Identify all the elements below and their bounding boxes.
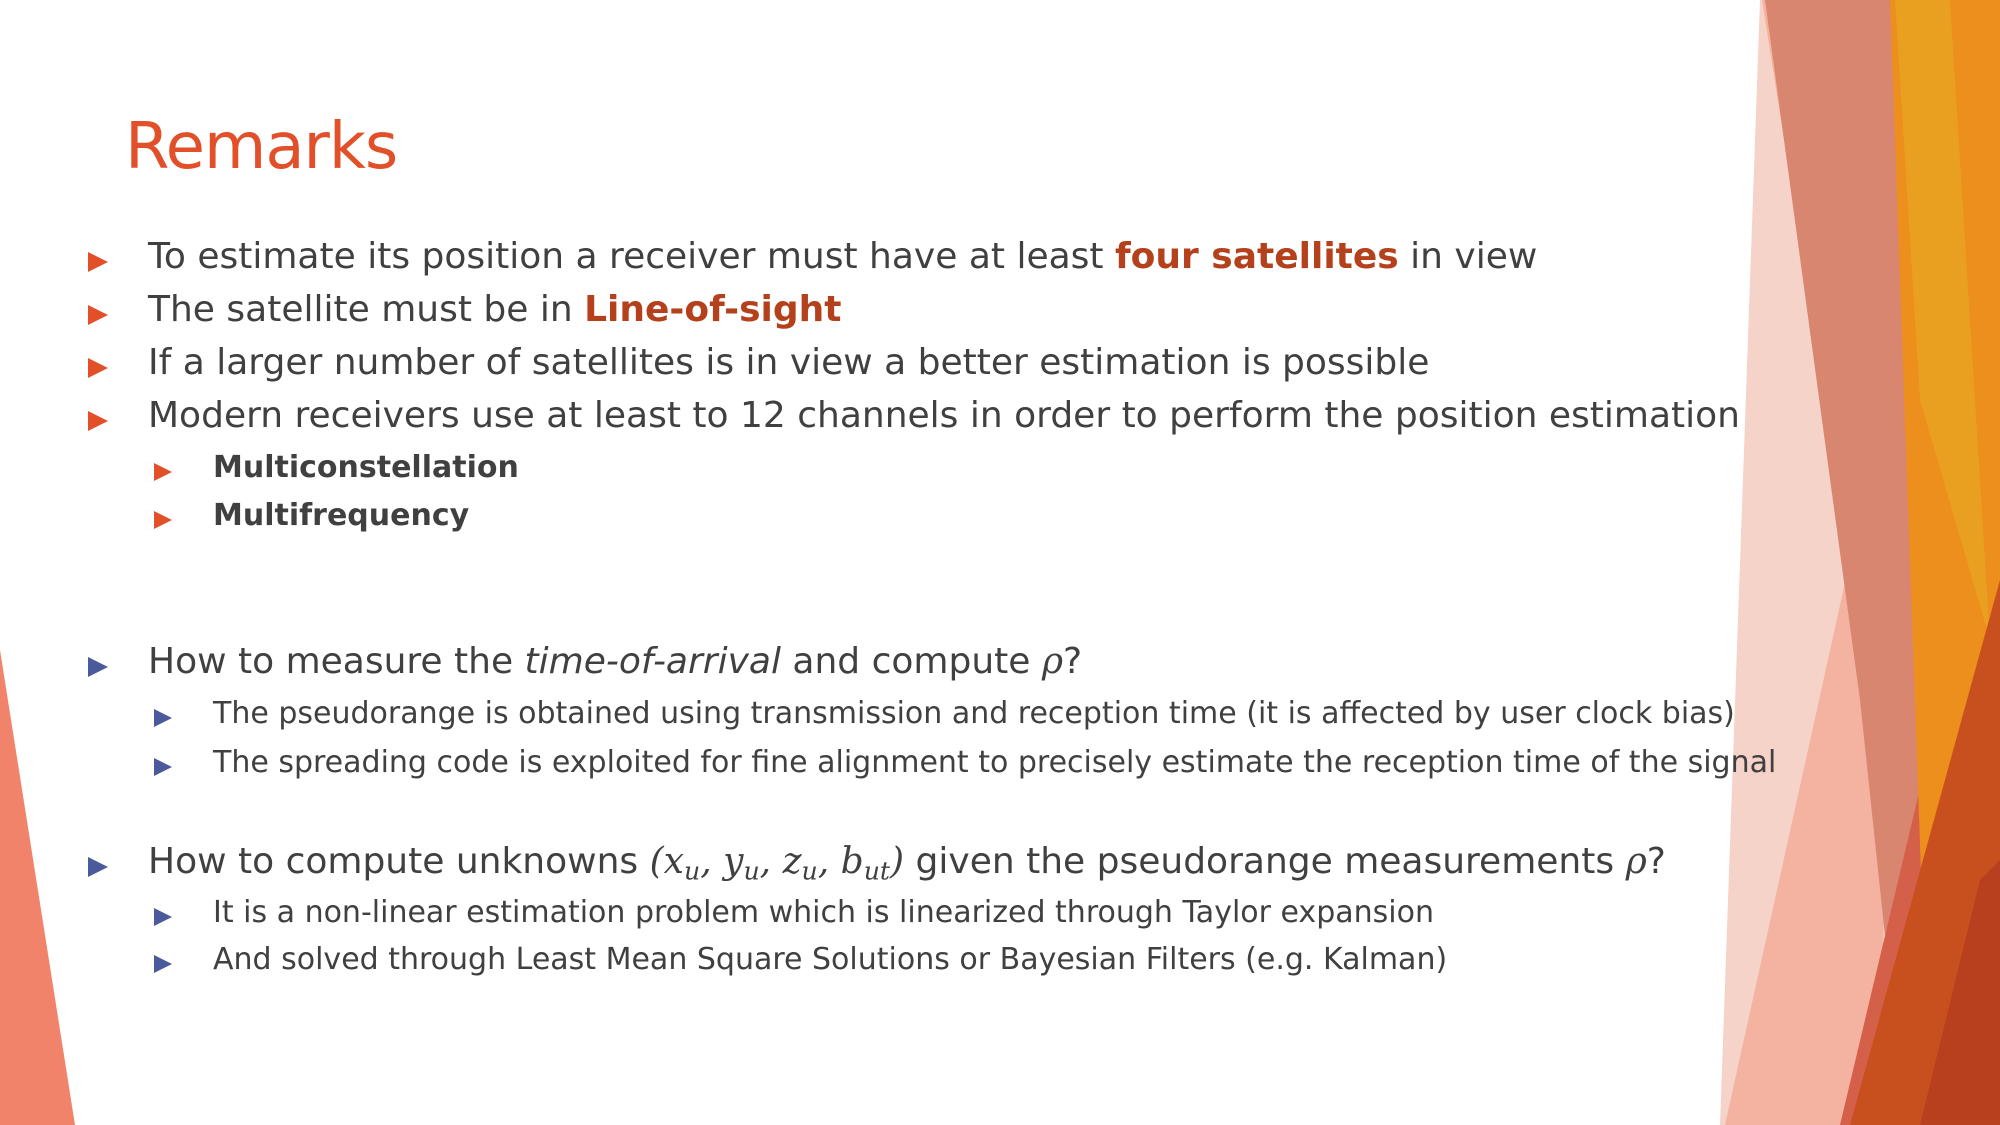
- sub-bullet-marker-icon: [154, 758, 172, 776]
- sub-bullet-multiconstellation: Multiconstellation: [213, 450, 519, 485]
- question-time-of-arrival: How to measure the time-of-arrival and c…: [148, 641, 1083, 682]
- bullet-line-of-sight: The satellite must be in Line-of-sight: [148, 289, 842, 330]
- sub-bullet-spreading-code: The spreading code is exploited for fine…: [213, 745, 1777, 780]
- rho-symbol: ρ: [1041, 641, 1064, 682]
- sub-bullet-marker-icon: [154, 709, 172, 727]
- bullet-four-satellites: To estimate its position a receiver must…: [148, 236, 1538, 277]
- bullet-marker-icon: [88, 657, 108, 677]
- bullet-modern-receivers: Modern receivers use at least to 12 chan…: [148, 395, 1740, 436]
- sub-bullet-marker-icon: [154, 463, 172, 481]
- rho-symbol: ρ: [1625, 841, 1647, 882]
- emphasis-time-of-arrival: time-of-arrival: [524, 641, 781, 682]
- bullet-marker-icon: [88, 305, 108, 325]
- bullet-marker-icon: [88, 358, 108, 378]
- sub-bullet-marker-icon: [154, 955, 172, 973]
- sub-bullet-marker-icon: [154, 511, 172, 529]
- unknowns-vector: (xu, yu, zu, but): [649, 841, 905, 886]
- right-shape-dark: [1920, 860, 2000, 1125]
- question-compute-unknowns: How to compute unknowns (xu, yu, zu, but…: [148, 841, 1666, 886]
- bullet-marker-icon: [88, 857, 108, 877]
- sub-bullet-nonlinear: It is a non-linear estimation problem wh…: [213, 895, 1434, 930]
- right-shape-amber: [1895, 0, 1990, 640]
- left-accent-shape: [0, 650, 75, 1125]
- bullet-marker-icon: [88, 411, 108, 431]
- sub-bullet-pseudorange: The pseudorange is obtained using transm…: [213, 696, 1735, 731]
- sub-bullet-marker-icon: [154, 908, 172, 926]
- sub-bullet-multifrequency: Multifrequency: [213, 498, 470, 533]
- bullet-marker-icon: [88, 252, 108, 272]
- slide-content: To estimate its position a receiver must…: [88, 236, 1777, 977]
- slide-title: Remarks: [125, 110, 398, 184]
- bullet-more-satellites: If a larger number of satellites is in v…: [148, 342, 1430, 383]
- sub-bullet-least-mean-square: And solved through Least Mean Square Sol…: [213, 942, 1448, 977]
- highlight-four-satellites: four satellites: [1114, 236, 1399, 277]
- highlight-line-of-sight: Line-of-sight: [584, 289, 842, 330]
